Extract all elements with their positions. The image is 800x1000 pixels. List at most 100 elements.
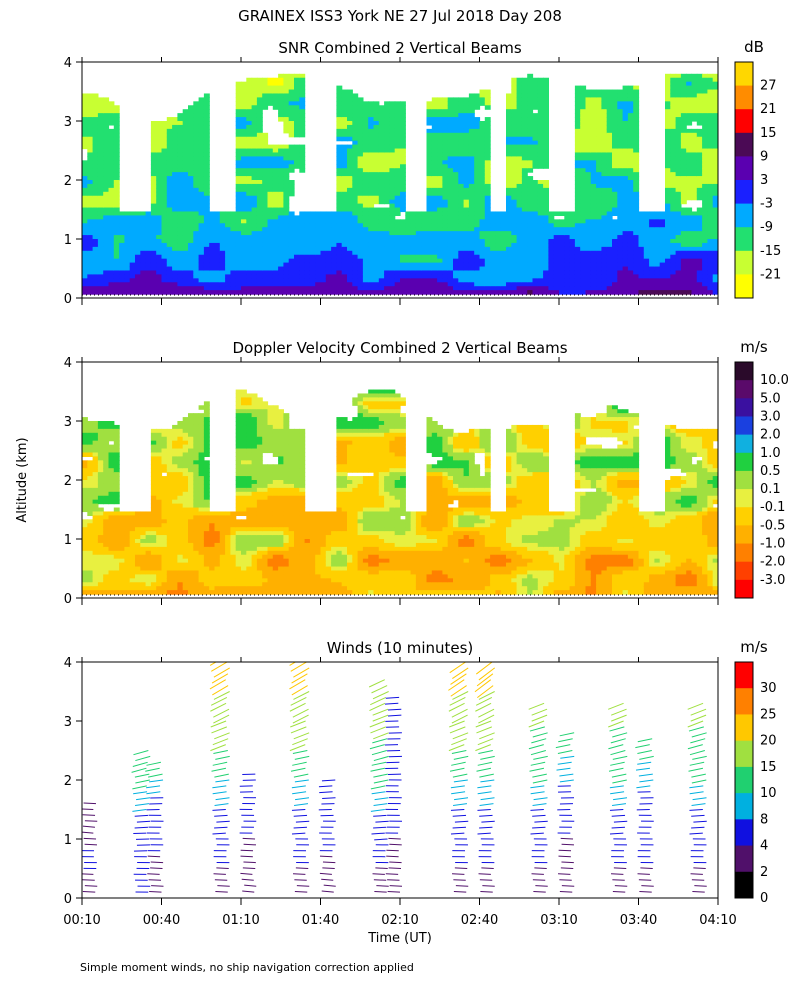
- heat-cell: [590, 136, 597, 142]
- heat-cell: [633, 113, 640, 118]
- heat-cell: [230, 250, 237, 256]
- heat-cell: [468, 176, 475, 181]
- heat-cell: [378, 207, 385, 213]
- heat-cell: [251, 105, 258, 110]
- heat-cell: [707, 211, 714, 216]
- heat-cell: [622, 176, 629, 181]
- heat-cell: [378, 286, 385, 291]
- heat-cell: [559, 231, 565, 236]
- heat-cell: [458, 207, 465, 213]
- heat-cell: [665, 124, 671, 130]
- heat-cell: [680, 239, 687, 244]
- heat-cell: [490, 266, 496, 272]
- heat-cell: [590, 113, 597, 118]
- heat-cell: [304, 278, 311, 283]
- heat-cell: [341, 117, 348, 122]
- heat-cell: [675, 121, 682, 126]
- heat-cell: [415, 235, 422, 240]
- heat-cell: [394, 148, 401, 154]
- heat-cell: [283, 81, 290, 87]
- heat-cell: [675, 85, 682, 91]
- heat-cell: [606, 97, 613, 102]
- heat-cell: [188, 266, 194, 272]
- heat-cell: [553, 242, 560, 248]
- heat-cell: [617, 215, 624, 220]
- heat-cell: [352, 250, 359, 256]
- heat-cell: [299, 246, 306, 252]
- heat-cell: [410, 235, 417, 240]
- heat-cell: [129, 227, 136, 232]
- heat-cell: [574, 160, 581, 165]
- heat-cell: [246, 215, 253, 220]
- heat-cell: [431, 148, 438, 154]
- heat-cell: [665, 89, 671, 95]
- heat-cell: [691, 148, 698, 154]
- heat-cell: [378, 132, 385, 138]
- heat-cell: [511, 132, 518, 138]
- heat-cell: [357, 274, 364, 279]
- heat-cell: [564, 250, 571, 256]
- heat-cell: [585, 101, 592, 106]
- heat-cell: [246, 152, 253, 157]
- heat-cell: [468, 93, 475, 98]
- heat-cell: [447, 207, 454, 213]
- heat-cell: [362, 156, 369, 161]
- heat-cell: [659, 227, 666, 232]
- heat-cell: [172, 266, 178, 272]
- heat-cell: [437, 274, 443, 279]
- heat-cell: [341, 246, 348, 252]
- heat-cell: [198, 211, 205, 216]
- heat-cell: [113, 215, 120, 220]
- heat-cell: [129, 235, 136, 240]
- heat-cell: [394, 258, 401, 264]
- heat-cell: [574, 278, 581, 283]
- heat-cell: [400, 250, 406, 256]
- heat-cell: [410, 290, 417, 295]
- heat-cell: [92, 136, 99, 142]
- heat-cell: [617, 191, 624, 197]
- heat-cell: [590, 239, 597, 244]
- heat-cell: [82, 128, 88, 134]
- heat-cell: [495, 227, 502, 232]
- heat-cell: [490, 258, 496, 264]
- heat-cell: [97, 101, 104, 106]
- heat-cell: [172, 144, 178, 150]
- heat-cell: [680, 219, 687, 224]
- heat-cell: [511, 239, 518, 244]
- heat-cell: [490, 250, 496, 256]
- heat-cell: [272, 187, 279, 193]
- heat-cell: [649, 231, 655, 236]
- heat-cell: [707, 121, 714, 126]
- heat-cell: [458, 231, 465, 236]
- heat-cell: [691, 274, 698, 279]
- heat-cell: [230, 235, 237, 240]
- heat-cell: [553, 258, 560, 264]
- heat-cell: [241, 195, 247, 201]
- heat-cell: [622, 223, 629, 228]
- heat-cell: [161, 278, 168, 283]
- heat-cell: [574, 105, 581, 110]
- heat-cell: [241, 250, 247, 256]
- heat-cell: [87, 97, 94, 102]
- heat-cell: [156, 124, 163, 130]
- heat-cell: [696, 132, 703, 138]
- heat-cell: [362, 117, 369, 122]
- heat-cell: [627, 219, 634, 224]
- heat-cell: [532, 278, 539, 283]
- heat-cell: [415, 239, 422, 244]
- heat-cell: [643, 266, 650, 272]
- heat-cell: [532, 219, 539, 224]
- heat-cell: [543, 85, 549, 91]
- heat-cell: [527, 203, 534, 209]
- heat-cell: [256, 219, 263, 224]
- heat-cell: [389, 239, 396, 244]
- heat-cell: [506, 258, 512, 264]
- heat-cell: [606, 172, 613, 177]
- heat-cell: [606, 93, 613, 98]
- heat-cell: [612, 156, 618, 161]
- heat-cell: [675, 176, 682, 181]
- heat-cell: [283, 278, 290, 283]
- heat-cell: [564, 262, 571, 268]
- heat-cell: [97, 97, 104, 102]
- heat-cell: [198, 235, 205, 240]
